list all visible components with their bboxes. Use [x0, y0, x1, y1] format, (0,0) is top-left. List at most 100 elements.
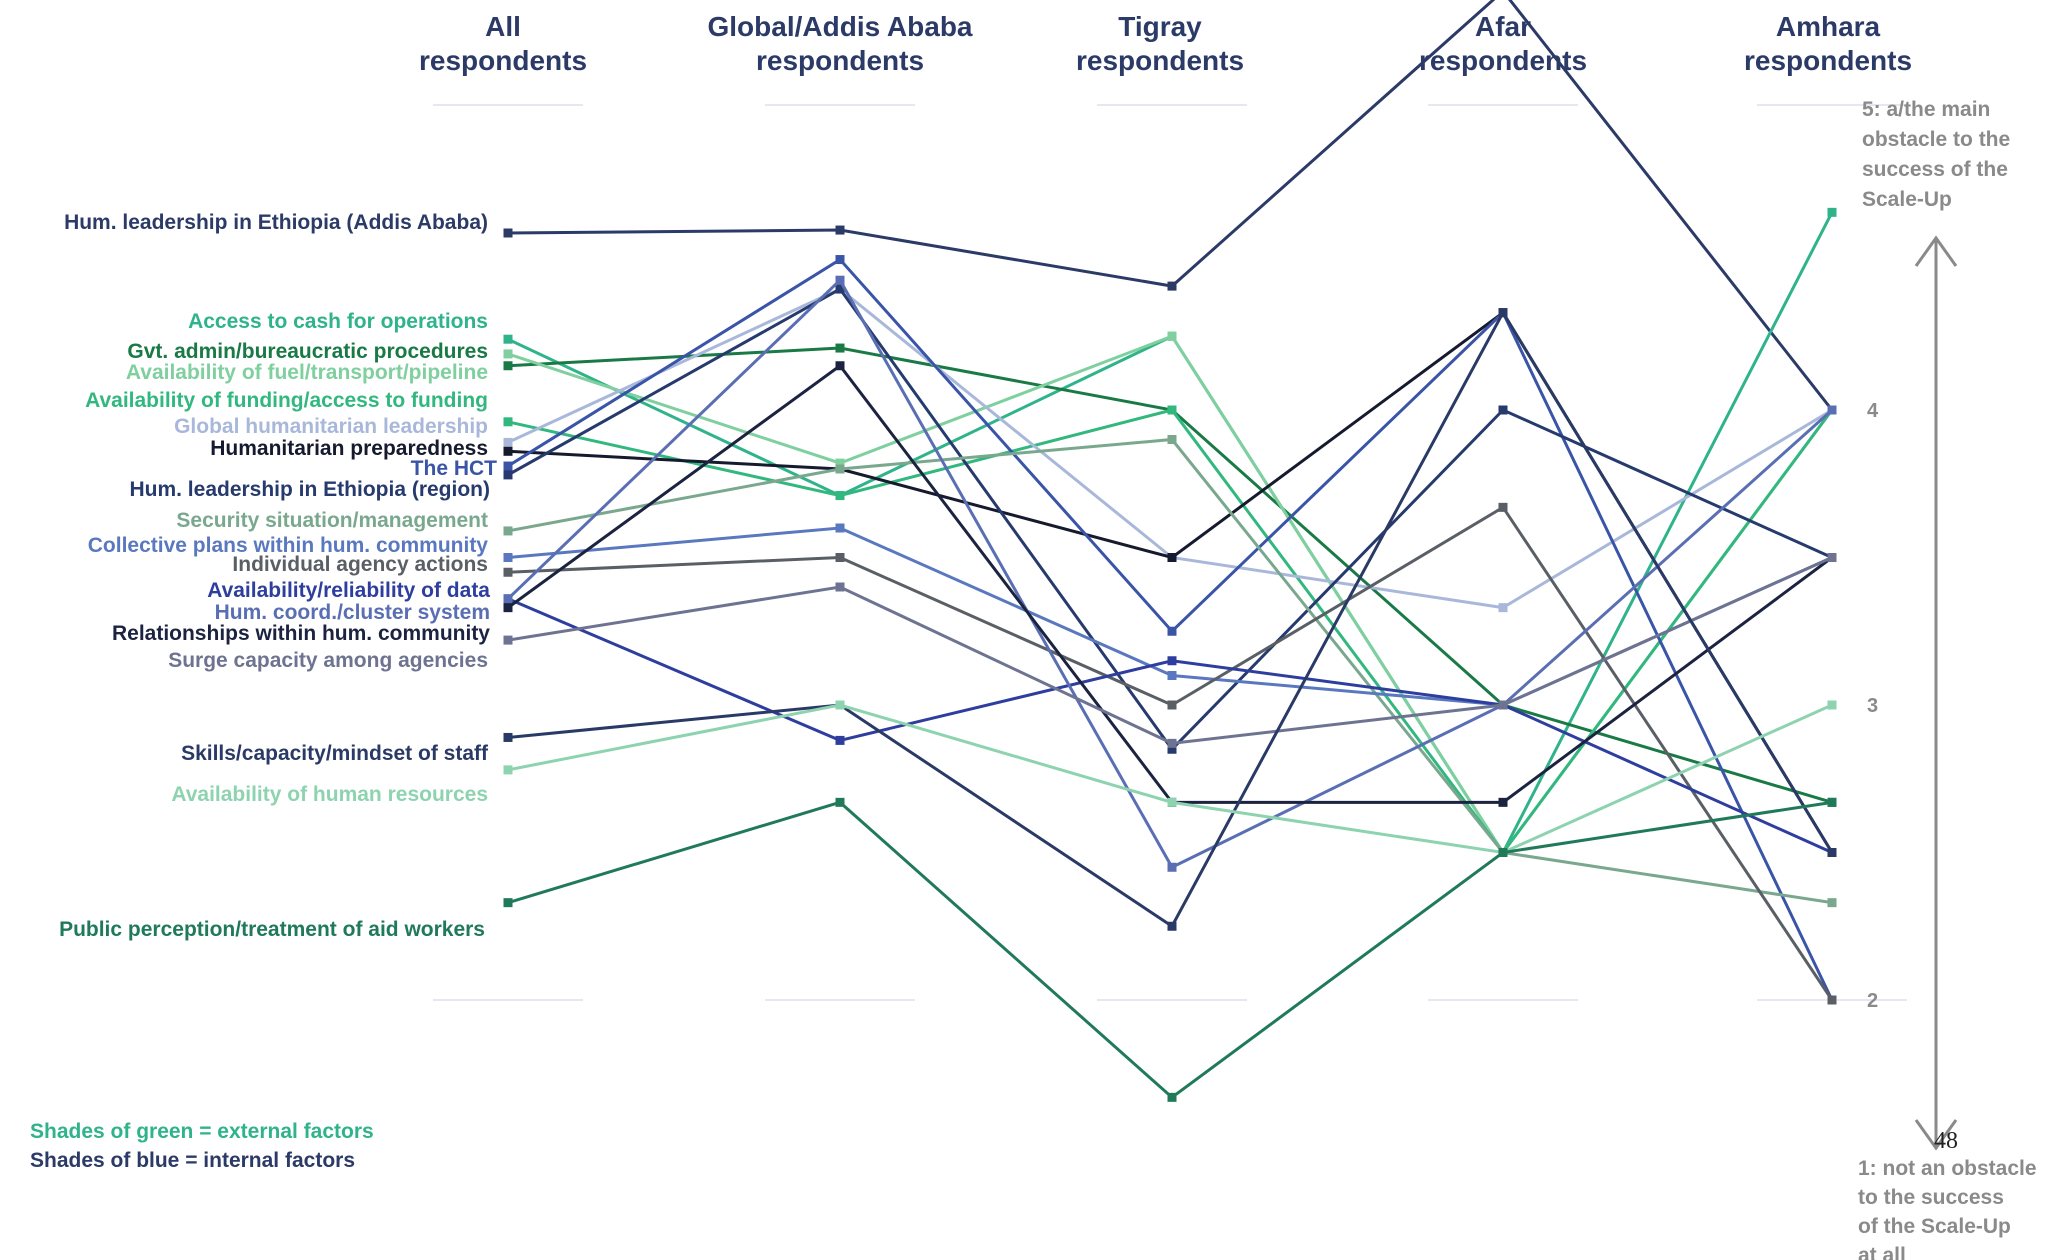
column-header-line: Amhara [1776, 11, 1881, 42]
column-header: Tigray respondents [1076, 11, 1244, 76]
column-header-line: respondents [1076, 45, 1244, 76]
column-header-line: Global/Addis Ababa [708, 11, 973, 42]
data-point [835, 582, 845, 592]
data-point [1498, 308, 1508, 318]
data-point [835, 284, 845, 294]
series-line [507, 800, 1833, 1100]
y-axis-bottom-note-line: at all [1858, 1244, 1906, 1260]
series-label: Skills/capacity/mindset of staff [181, 742, 489, 765]
data-point [503, 437, 513, 447]
data-point [835, 735, 845, 745]
data-point [1827, 700, 1837, 710]
page-number: 48 [1934, 1128, 1958, 1154]
series-label: Availability/reliability of data [207, 579, 490, 602]
series-label: Hum. leadership in Ethiopia (Addis Ababa… [64, 211, 488, 234]
data-point [835, 700, 845, 710]
column-header-line: respondents [756, 45, 924, 76]
data-point [1167, 862, 1177, 872]
y-axis-top-note-line: 5: a/the main [1862, 98, 1990, 121]
y-axis-bottom-note-line: 1: not an obstacle [1858, 1157, 2037, 1180]
data-point [1498, 603, 1508, 613]
series-label: Availability of fuel/transport/pipeline [126, 361, 488, 384]
data-point [1827, 995, 1837, 1005]
series-label: Humanitarian preparedness [210, 437, 488, 460]
data-point [835, 255, 845, 265]
column-header: Amhara respondents [1744, 11, 1912, 76]
series-label: Relationships within hum. community [112, 622, 490, 645]
y-axis-top-note-line: obstacle to the [1862, 128, 2010, 151]
series-label: Availability of funding/access to fundin… [85, 389, 488, 412]
data-point [1167, 553, 1177, 562]
series-label: Hum. coord./cluster system [215, 601, 490, 624]
column-header-line: Tigray [1118, 11, 1202, 42]
y-tick-label: 2 [1867, 990, 1878, 1012]
data-point [1498, 502, 1508, 512]
series-lines [503, 0, 1837, 1102]
data-point [1167, 405, 1177, 415]
column-header-line: All [485, 11, 521, 42]
data-point [503, 461, 513, 471]
data-point [1167, 921, 1177, 931]
y-axis: 4 3 2 5: a/the main obstacle to the success o… [1858, 98, 2037, 1260]
data-point [1827, 898, 1837, 908]
series-label: Security situation/management [176, 509, 488, 532]
series-label: The HCT [411, 457, 498, 480]
data-point [1167, 626, 1177, 636]
series-label: Individual agency actions [232, 553, 488, 576]
y-tick-label: 4 [1867, 400, 1879, 422]
data-point [1167, 671, 1177, 680]
data-point [503, 898, 513, 908]
y-tick-label: 3 [1867, 695, 1878, 717]
column-header-line: respondents [1744, 45, 1912, 76]
data-point [503, 603, 513, 613]
y-axis-bottom-note-line: of the Scale-Up [1858, 1215, 2011, 1238]
data-point [835, 553, 845, 562]
data-point [1167, 738, 1177, 748]
data-point [503, 470, 513, 480]
data-point [503, 635, 513, 645]
data-point [835, 343, 845, 353]
column-header: Global/Addis Ababa respondents [708, 11, 973, 76]
data-point [835, 225, 845, 235]
data-point [503, 361, 513, 371]
gridlines [433, 104, 1907, 1001]
series-label: Gvt. admin/bureaucratic procedures [127, 340, 488, 363]
series-line [507, 703, 1833, 855]
column-header-line: respondents [419, 45, 587, 76]
y-axis-top-note-line: Scale-Up [1862, 188, 1952, 211]
column-header: All respondents [419, 11, 587, 76]
series-line [507, 309, 1834, 929]
series-label: Hum. leadership in Ethiopia (region) [129, 478, 490, 501]
data-point [1167, 744, 1177, 754]
data-point [503, 446, 513, 456]
data-point [835, 464, 845, 474]
series-label: Access to cash for operations [188, 310, 488, 333]
data-point [503, 334, 513, 344]
data-point [503, 567, 513, 577]
scale-arrow-up-head [1914, 235, 1958, 267]
data-point [835, 458, 845, 468]
data-point [1167, 797, 1177, 807]
data-point [1498, 797, 1508, 807]
series-label: Public perception/treatment of aid worke… [59, 918, 485, 941]
data-point [835, 491, 845, 501]
series-line [507, 287, 1833, 752]
data-point [1498, 405, 1508, 415]
series-label: Availability of human resources [171, 783, 488, 806]
data-point [1167, 331, 1177, 341]
series-line [507, 346, 1833, 804]
y-axis-top-note: 5: a/the main obstacle to the success of t… [1862, 98, 2010, 211]
data-point [503, 553, 513, 562]
data-point [503, 732, 513, 742]
data-point [503, 594, 513, 604]
data-point [835, 361, 845, 371]
column-header-line: respondents [1419, 45, 1587, 76]
series-label: Collective plans within hum. community [88, 534, 489, 557]
data-point [1498, 700, 1508, 710]
data-point [503, 228, 513, 238]
data-point [1167, 656, 1177, 666]
series-label: Global humanitarian leadership [174, 415, 488, 438]
data-point [1167, 700, 1177, 710]
